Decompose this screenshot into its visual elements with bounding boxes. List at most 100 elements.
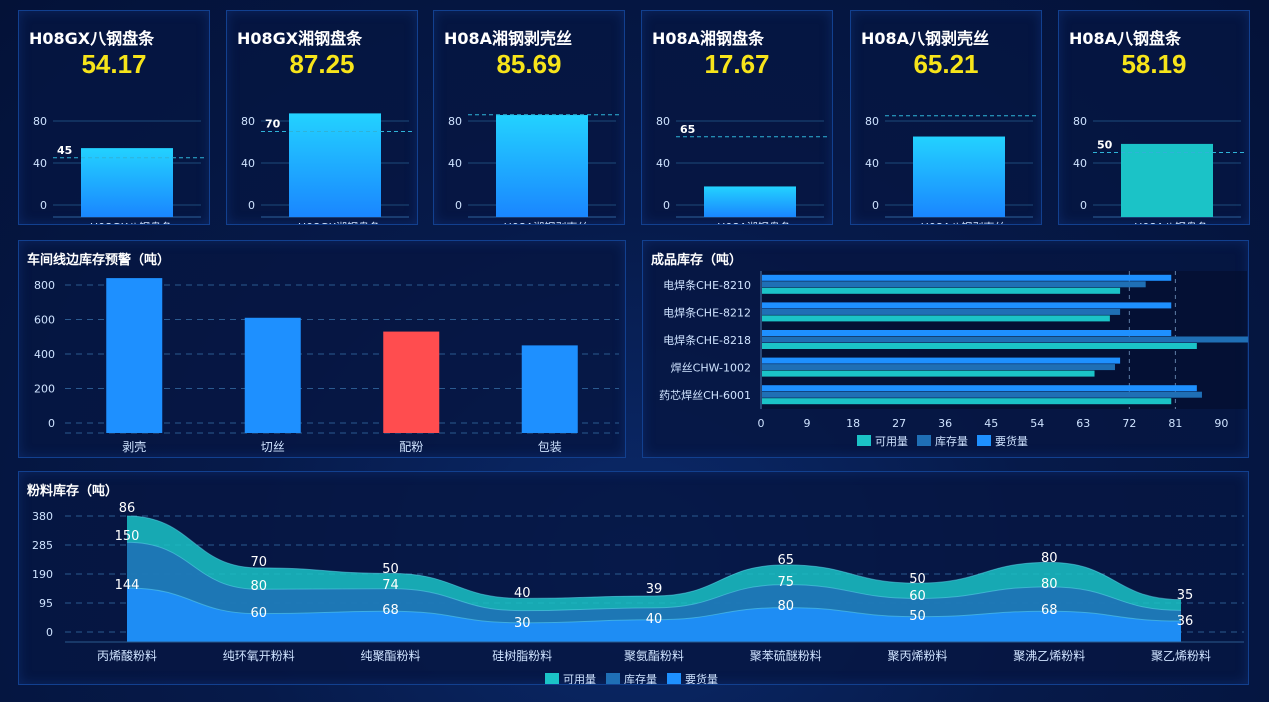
finished-x-tick: 72 <box>1122 417 1136 430</box>
finished-category-label: 电焊条CHE-8210 <box>663 278 751 292</box>
powder-legend-label: 要货量 <box>685 672 718 684</box>
kpi-y-tick: 0 <box>248 199 255 212</box>
workshop-y-tick: 0 <box>48 417 55 430</box>
powder-data-label: 144 <box>115 578 140 593</box>
workshop-inventory-panel: 车间线边库存预警（吨） 0 200 400 600 800 剥壳 切丝 配粉 包装 <box>18 240 626 458</box>
kpi-header: H08GX湘钢盘条 87.25 <box>227 11 417 99</box>
powder-data-label: 80 <box>777 599 794 614</box>
kpi-bar <box>81 148 173 217</box>
kpi-category-label: H08A湘钢盘条 <box>717 220 791 224</box>
powder-data-label: 30 <box>514 616 531 631</box>
powder-data-label: 68 <box>382 603 399 618</box>
powder-series-line <box>126 587 1182 624</box>
powder-legend-label: 可用量 <box>563 673 596 684</box>
workshop-y-tick: 600 <box>34 314 55 327</box>
finished-x-tick: 9 <box>804 417 811 430</box>
finished-bar <box>762 274 1172 281</box>
workshop-y-tick: 400 <box>34 348 55 361</box>
workshop-bar <box>521 345 578 433</box>
finished-bar <box>762 370 1095 377</box>
powder-data-label: 75 <box>777 575 794 590</box>
powder-data-label: 50 <box>382 562 399 577</box>
finished-legend-swatch <box>857 435 871 446</box>
kpi-bar <box>704 186 796 217</box>
powder-category-label: 聚苯硫醚粉料 <box>750 648 822 663</box>
powder-inventory-chart: 0 95 190 285 380 144 60 68 30 40 80 50 68 36 150 80 74 75… <box>32 501 1244 684</box>
powder-category-label: 聚乙烯粉料 <box>1151 649 1211 663</box>
finished-category-label: 电焊条CHE-8212 <box>663 305 751 319</box>
powder-data-label: 60 <box>909 589 926 604</box>
kpi-y-tick: 80 <box>865 115 879 128</box>
kpi-value: 85.69 <box>496 49 562 79</box>
kpi-y-tick: 40 <box>865 157 879 170</box>
finished-category-label: 药芯焊丝CH-6001 <box>659 388 751 402</box>
workshop-y-tick: 800 <box>34 279 55 292</box>
kpi-threshold-label: 70 <box>265 118 281 131</box>
powder-category-label: 丙烯酸粉料 <box>97 648 157 663</box>
kpi-y-tick: 0 <box>663 199 670 212</box>
powder-data-label: 68 <box>1041 603 1058 618</box>
powder-data-label: 150 <box>115 529 140 544</box>
kpi-y-tick: 80 <box>1073 115 1087 128</box>
powder-category-label: 聚沸乙烯粉料 <box>1013 649 1085 663</box>
finished-x-tick: 0 <box>758 417 765 430</box>
powder-y-tick: 0 <box>46 626 53 639</box>
kpi-bar <box>289 113 381 217</box>
workshop-bar <box>106 278 163 433</box>
finished-x-tick: 36 <box>938 417 952 430</box>
finished-category-label: 电焊条CHE-8218 <box>663 333 751 347</box>
kpi-threshold-label: 45 <box>57 144 72 157</box>
workshop-bar <box>383 331 440 433</box>
kpi-value: 17.67 <box>704 49 770 79</box>
powder-data-label: 80 <box>250 579 267 594</box>
finished-bar <box>762 364 1115 371</box>
powder-series-line <box>126 515 1182 601</box>
workshop-category-label: 配粉 <box>399 440 423 454</box>
finished-x-tick: 63 <box>1076 417 1090 430</box>
finished-bar <box>762 330 1172 336</box>
kpi-threshold-label: 65 <box>680 123 695 136</box>
powder-data-label: 80 <box>1041 551 1058 566</box>
kpi-y-tick: 80 <box>448 115 462 128</box>
finished-bar <box>762 302 1172 309</box>
kpi-category-label: H08A八钢盘条 <box>1134 220 1208 224</box>
finished-bar <box>762 391 1202 398</box>
powder-y-tick: 190 <box>32 568 53 581</box>
kpi-bar <box>496 115 588 217</box>
powder-legend-swatch <box>545 673 559 684</box>
powder-data-label: 60 <box>250 606 267 621</box>
workshop-category-label: 剥壳 <box>122 440 146 454</box>
finished-bar <box>762 336 1248 343</box>
powder-y-tick: 285 <box>32 539 53 552</box>
kpi-y-tick: 0 <box>40 199 47 212</box>
kpi-y-tick: 40 <box>241 157 255 170</box>
kpi-bar-chart: 80 40 0 H08A八钢剥壳丝 <box>865 115 1039 224</box>
finished-bar <box>762 357 1121 364</box>
powder-category-label: 聚丙烯粉料 <box>887 649 947 663</box>
workshop-inventory-chart: 0 200 400 600 800 剥壳 切丝 配粉 包装 <box>34 278 619 454</box>
kpi-y-tick: 40 <box>656 157 670 170</box>
powder-data-label: 40 <box>646 612 663 627</box>
workshop-category-label: 包装 <box>538 440 562 454</box>
kpi-title: H08GX八钢盘条 <box>29 29 155 48</box>
finished-goods-title: 成品库存（吨） <box>651 253 743 268</box>
kpi-header: H08A八钢盘条 58.19 <box>1059 11 1249 99</box>
kpi-value: 87.25 <box>289 49 355 79</box>
kpi-y-tick: 40 <box>33 157 47 170</box>
powder-data-label: 39 <box>646 582 663 597</box>
powder-y-tick: 95 <box>39 597 53 610</box>
kpi-bar <box>1121 143 1213 217</box>
workshop-bar <box>244 317 301 433</box>
finished-goods-panel: 成品库存（吨） 0 9 18 27 36 45 54 63 72 81 90 电焊条CHE-8210 电… <box>642 240 1249 458</box>
finished-bar <box>762 287 1121 294</box>
kpi-title: H08A八钢盘条 <box>1069 29 1182 48</box>
powder-data-label: 50 <box>909 572 926 587</box>
kpi-title: H08A湘钢盘条 <box>652 29 765 48</box>
powder-category-label: 纯环氧开粉料 <box>223 649 295 663</box>
powder-legend-label: 库存量 <box>624 672 657 684</box>
powder-series-line <box>126 541 1182 612</box>
finished-legend-swatch <box>917 435 931 446</box>
